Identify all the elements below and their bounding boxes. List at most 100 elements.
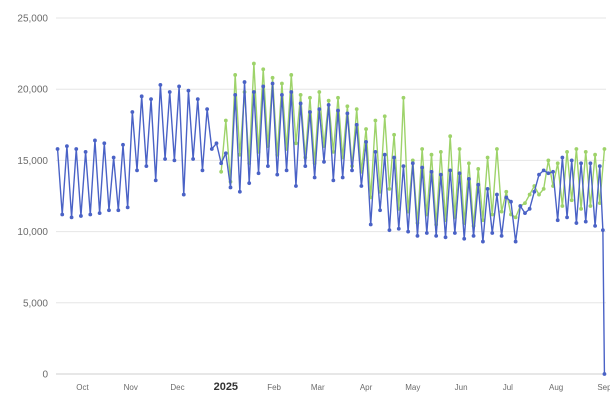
series-1-point — [153, 178, 158, 183]
series-2-point — [280, 81, 284, 86]
series-1-point — [247, 181, 252, 186]
series-2-point — [560, 204, 565, 208]
series-1-point — [518, 204, 523, 208]
series-1-point — [541, 168, 546, 173]
series-1-point — [513, 239, 518, 244]
gridlines — [56, 17, 606, 375]
series-1-point — [177, 84, 181, 89]
y-tick-label: 15,000 — [17, 156, 48, 167]
series-1-point — [588, 161, 593, 166]
series-1-point — [144, 164, 149, 169]
series-2-point — [504, 189, 509, 194]
series-1-point — [593, 224, 597, 228]
series-1-point — [424, 231, 429, 235]
series-1-point — [359, 184, 364, 188]
series-1-point — [139, 94, 144, 99]
series-2-point — [481, 218, 485, 223]
series-1-point — [298, 101, 303, 106]
series-1-point — [392, 155, 396, 160]
series-1-point — [121, 142, 125, 147]
x-axis-ticks: Oct Nov Dec 2025 Feb Mar Apr May Jun Jul Aug Sep — [76, 381, 610, 393]
series-1-point — [481, 239, 485, 244]
series-1-point — [65, 144, 69, 149]
series-2-point — [541, 186, 546, 191]
series-1-point — [368, 222, 373, 227]
series-1-point — [172, 158, 177, 163]
series-2-point — [593, 152, 597, 157]
series-1-point — [364, 139, 368, 144]
y-tick-label: 25,000 — [17, 14, 48, 25]
series-1-point — [69, 215, 74, 220]
series-2-point — [523, 201, 527, 206]
series-1-point — [410, 161, 415, 166]
y-tick-label: 10,000 — [17, 227, 48, 238]
x-tick-label: 2025 — [214, 381, 238, 392]
series-1-point — [378, 208, 382, 213]
series-1-point — [116, 208, 121, 213]
series-2-point — [298, 93, 303, 97]
series-2-point — [233, 73, 238, 77]
series-1-point — [373, 149, 378, 154]
series-1-point — [504, 195, 509, 200]
series-1-point — [569, 158, 574, 163]
series-1-point — [443, 235, 448, 240]
series-1-point — [312, 175, 317, 180]
series-2-point — [392, 132, 396, 137]
series-1-point — [158, 83, 163, 87]
y-tick-label: 5,000 — [23, 298, 48, 309]
series-1-point — [495, 192, 499, 197]
series-1-point — [448, 168, 453, 173]
series-2-point — [490, 212, 495, 217]
series-1-point — [261, 84, 266, 89]
series-2-point — [354, 107, 359, 112]
series-1-point — [415, 233, 420, 238]
x-tick-label: Feb — [267, 383, 281, 392]
series-1-point — [294, 184, 298, 188]
series-2-point — [476, 167, 481, 171]
series-1-point — [60, 212, 65, 217]
series-1-point — [476, 182, 481, 187]
series-2-point — [223, 118, 228, 123]
series-2-point — [574, 147, 579, 151]
series-2-point — [513, 215, 518, 220]
x-tick-label: Mar — [311, 383, 325, 392]
series-1-point — [574, 221, 579, 225]
series-1-point — [537, 172, 541, 177]
series-1-point — [429, 169, 434, 174]
series-2-point — [588, 204, 593, 208]
series-1-point — [509, 199, 513, 204]
series-1-point — [462, 236, 467, 241]
series-1-point — [466, 177, 471, 181]
series-1-point — [219, 161, 224, 166]
series-1-point — [266, 164, 270, 169]
series-2-point — [537, 192, 541, 197]
series-1-point — [340, 175, 345, 180]
series-layer — [55, 61, 607, 376]
series-2-point — [602, 147, 607, 151]
series-1-point — [163, 157, 167, 161]
series-2-point — [438, 149, 443, 154]
series-1-point — [125, 205, 130, 210]
series-2-point — [429, 152, 434, 157]
series-1-point — [527, 206, 532, 211]
series-1-point — [167, 90, 172, 94]
series-2-point — [289, 73, 294, 77]
series-1-point — [354, 122, 359, 127]
series-1-point — [583, 219, 588, 224]
series-2-point — [448, 134, 453, 139]
series-1-point — [499, 233, 504, 238]
series-1-point — [597, 164, 602, 169]
series-1-point — [406, 229, 411, 234]
series-1-point — [331, 178, 336, 183]
series-1-point — [200, 168, 205, 173]
series-1-point — [88, 212, 93, 217]
series-2-point — [495, 147, 499, 151]
series-1-point — [602, 372, 607, 376]
series-1-point — [490, 231, 495, 235]
series-1-point — [322, 159, 326, 164]
series-1-point — [452, 231, 457, 235]
series-2-point — [420, 147, 425, 151]
series-1-point — [97, 211, 102, 215]
